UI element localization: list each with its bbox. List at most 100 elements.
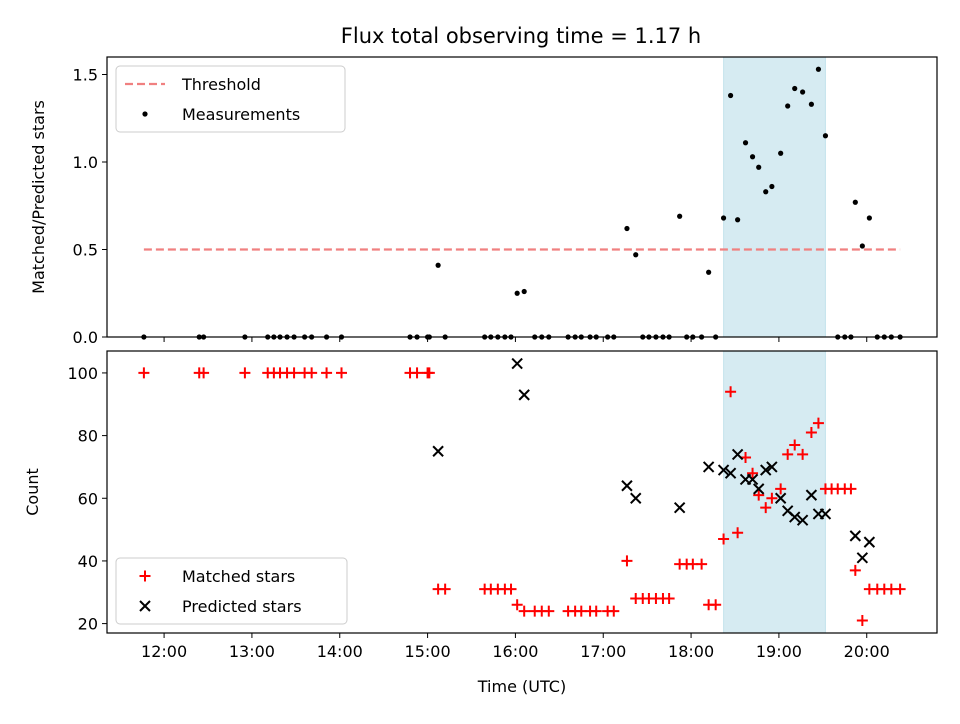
bottom-point — [590, 605, 602, 617]
bottom-point — [321, 367, 333, 379]
bottom-point — [702, 461, 715, 473]
top-point — [763, 189, 769, 195]
top-point — [677, 213, 683, 219]
bottom-point — [710, 599, 722, 611]
bottom-point — [805, 489, 818, 501]
bottom-point — [805, 426, 817, 438]
top-legend-box — [115, 65, 346, 133]
bottom-point — [511, 357, 523, 370]
bottom-axes-frame — [106, 350, 938, 634]
bottom-ylabel: Count — [23, 468, 42, 516]
bottom-point — [288, 367, 300, 379]
bottom-point — [718, 533, 730, 545]
top-legend-label: Threshold — [181, 75, 261, 94]
top-point — [435, 262, 441, 268]
bottom-point — [630, 492, 642, 504]
top-point — [521, 288, 527, 295]
top-ytick-label: 1.0 — [73, 153, 98, 172]
bottom-series-predicted-stars — [432, 357, 876, 564]
top-point — [769, 183, 775, 190]
bottom-point — [845, 483, 857, 495]
bottom-xtick-label: 20:00 — [844, 642, 890, 661]
bottom-point — [518, 605, 530, 617]
top-point — [514, 290, 520, 296]
bottom-ytick-label: 60 — [78, 489, 98, 508]
bottom-point — [753, 489, 765, 501]
top-legend-label: Measurements — [182, 105, 300, 124]
bottom-legend-handle — [139, 600, 151, 612]
bottom-point — [856, 552, 869, 564]
bottom-xtick-label: 16:00 — [492, 642, 538, 661]
bottom-point — [849, 564, 861, 576]
bottom-point — [731, 448, 744, 461]
bottom-legend-label: Predicted stars — [182, 597, 302, 616]
bottom-point — [819, 508, 832, 520]
bottom-point — [696, 558, 708, 570]
top-point — [706, 269, 712, 275]
bottom-xtick-label: 14:00 — [317, 642, 363, 661]
bottom-point — [894, 583, 906, 595]
bottom-ytick-label: 20 — [78, 615, 98, 634]
top-point — [749, 154, 756, 160]
bottom-point — [543, 605, 555, 617]
top-point — [866, 215, 872, 221]
bottom-point — [621, 480, 633, 492]
top-point — [852, 199, 858, 205]
bottom-point — [856, 614, 868, 626]
top-point — [727, 92, 734, 99]
bottom-ytick-label: 80 — [78, 427, 98, 446]
bottom-point — [411, 367, 423, 379]
bottom-legend-handle — [139, 570, 151, 582]
panel-star-counts: 20 40 60 80 100 12:00 13:00 14:00 15:00 16:00 17:0… — [23, 350, 938, 696]
bottom-ytick-label: 100 — [67, 364, 98, 383]
bottom-point — [724, 467, 737, 479]
bottom-point — [774, 492, 787, 504]
top-point — [859, 243, 865, 249]
top-point — [785, 103, 791, 109]
top-point — [800, 89, 806, 95]
bottom-xtick-label: 12:00 — [141, 642, 187, 661]
bottom-point — [239, 367, 251, 379]
top-point — [633, 252, 639, 258]
top-legend: Threshold Measurements — [115, 65, 346, 133]
bottom-point — [432, 445, 444, 457]
top-ytick-label: 1.5 — [73, 66, 98, 85]
bottom-point — [725, 386, 737, 398]
bottom-point — [782, 448, 794, 460]
bottom-point — [766, 461, 778, 473]
bottom-point — [812, 417, 824, 429]
bottom-point — [849, 530, 862, 542]
bottom-point — [796, 514, 809, 526]
bottom-point — [423, 367, 435, 379]
bottom-point — [306, 367, 318, 379]
chart-title: Flux total observing time = 1.17 h — [341, 24, 701, 48]
bottom-xtick-label: 18:00 — [668, 642, 714, 661]
bottom-xtick-label: 17:00 — [580, 642, 626, 661]
top-ytick-label: 0.5 — [73, 241, 98, 260]
bottom-point — [518, 389, 530, 401]
bottom-point — [797, 448, 809, 460]
bottom-legend: Matched stars Predicted stars — [115, 557, 348, 625]
top-point — [624, 225, 630, 232]
bottom-series-matched-stars — [138, 367, 906, 626]
bottom-ytick-label: 40 — [78, 552, 98, 571]
top-point — [742, 140, 749, 146]
bottom-point — [336, 367, 348, 379]
bottom-point — [732, 527, 744, 539]
panel-flux-ratio: 0.0 0.5 1.0 1.5 Matched/Predicted stars Thres… — [29, 56, 938, 347]
bottom-xlabel: Time (UTC) — [477, 677, 566, 696]
bottom-point — [439, 583, 451, 595]
bottom-point — [863, 536, 876, 548]
top-point — [815, 66, 822, 72]
bottom-legend-label: Matched stars — [182, 567, 295, 586]
bottom-xtick-label: 15:00 — [405, 642, 451, 661]
bottom-point — [673, 501, 686, 514]
top-shaded-span — [723, 56, 826, 338]
bottom-point — [505, 583, 517, 595]
bottom-xtick-label: 13:00 — [229, 642, 275, 661]
top-point — [792, 85, 798, 92]
top-ylabel: Matched/Predicted stars — [29, 100, 48, 294]
bottom-point — [663, 593, 675, 605]
bottom-point — [775, 483, 787, 495]
